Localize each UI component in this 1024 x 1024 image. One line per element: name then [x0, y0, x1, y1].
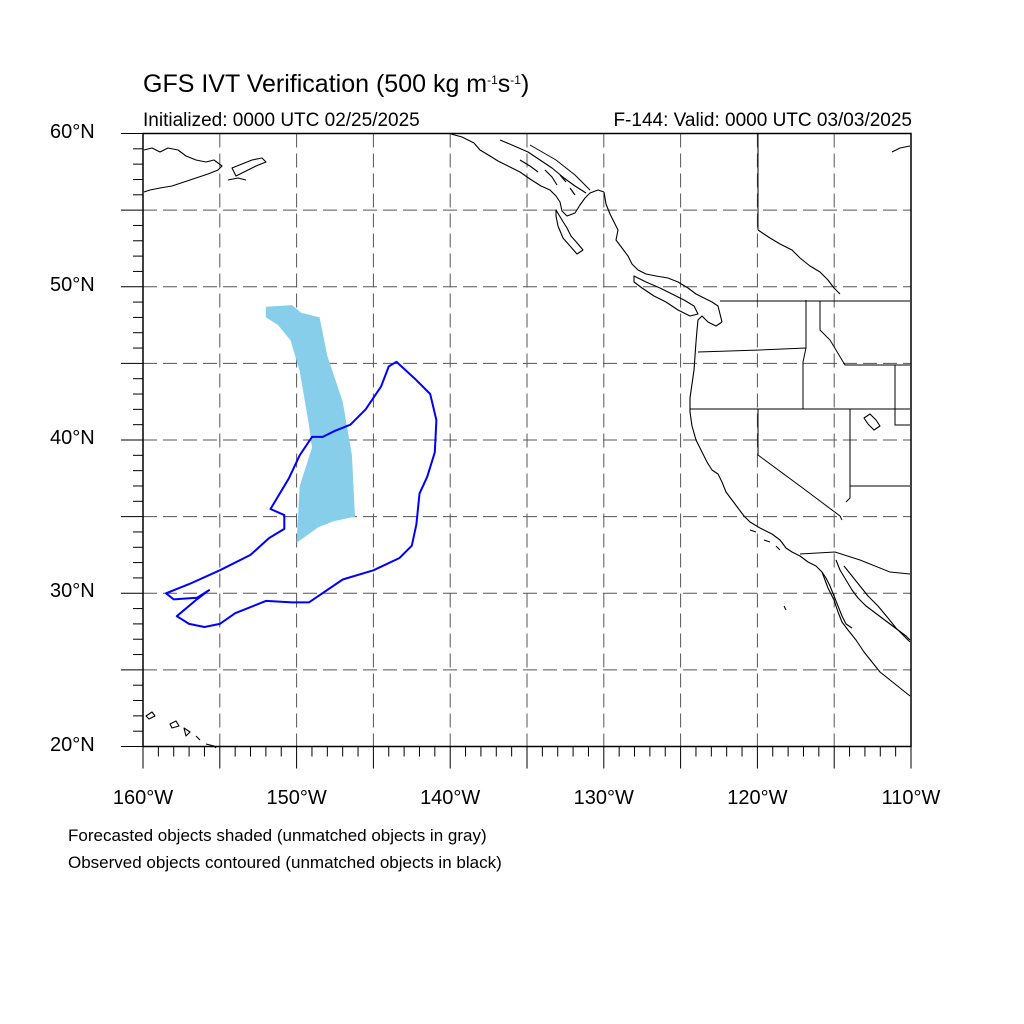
valid-time-label: F-144: Valid: 0000 UTC 03/03/2025 [613, 110, 912, 131]
x-tick-label: 110°W [881, 787, 941, 809]
coastline-lake [863, 413, 881, 431]
coastline-russia [143, 147, 223, 193]
coastline-east-inland [757, 229, 841, 295]
coastlines [143, 133, 911, 749]
initialized-label: Initialized: 0000 UTC 02/25/2025 [143, 110, 420, 131]
y-tick-label: 60°N [50, 120, 95, 143]
legend-forecast-note: Forecasted objects shaded (unmatched obj… [68, 826, 487, 845]
observed-object-contour [165, 360, 438, 628]
border-mt [819, 301, 895, 366]
state-borders [529, 134, 911, 575]
y-tick-label: 30°N [50, 580, 95, 603]
x-tick-label: 120°W [727, 787, 788, 809]
gridlines [143, 133, 911, 747]
x-tick-label: 160°W [112, 787, 174, 809]
tick-marks [121, 133, 912, 769]
title-superscript: -1 [510, 73, 521, 87]
border-alaska-bc [529, 144, 591, 191]
border-wa-or [697, 347, 807, 353]
legend-observed-note: Observed objects contoured (unmatched ob… [68, 853, 502, 872]
coastline-bc [603, 191, 723, 323]
title-text-s: s [497, 70, 511, 98]
border-us-mexico [799, 551, 911, 575]
map-frame [142, 132, 912, 748]
coastline-islands-se-alaska [519, 159, 584, 255]
border-or-id [802, 300, 807, 409]
border-nv-az [845, 409, 851, 503]
title-superscript: -1 [487, 73, 498, 87]
x-tick-label: 150°W [266, 787, 327, 809]
x-tick-label: 130°W [573, 787, 634, 809]
coastline-alaska-2 [499, 139, 587, 194]
coastline-islands-west [227, 157, 267, 181]
coastline-mexico [843, 565, 911, 643]
y-tick-label: 20°N [50, 733, 95, 756]
coastline-west-us [689, 315, 853, 629]
title-text-end: ) [520, 70, 530, 98]
coastline-channel-islands [749, 529, 787, 611]
title-text: GFS IVT Verification (500 kg m [143, 70, 488, 98]
forecast-object-shaded [265, 305, 355, 543]
border-ca-nv [757, 409, 843, 521]
coastline-vancouver-island [633, 275, 699, 317]
y-tick-label: 50°N [50, 273, 95, 296]
border-wy [894, 364, 910, 426]
x-tick-label: 140°W [420, 787, 481, 809]
coastline-alaska [450, 133, 605, 217]
coastline-ne-corner [891, 145, 911, 153]
chart-title: GFS IVT Verification (500 kg m-1s-1) [143, 70, 529, 99]
coastline-hawaii [145, 711, 217, 749]
coastline-baja [821, 571, 911, 697]
y-tick-label: 40°N [50, 427, 95, 449]
